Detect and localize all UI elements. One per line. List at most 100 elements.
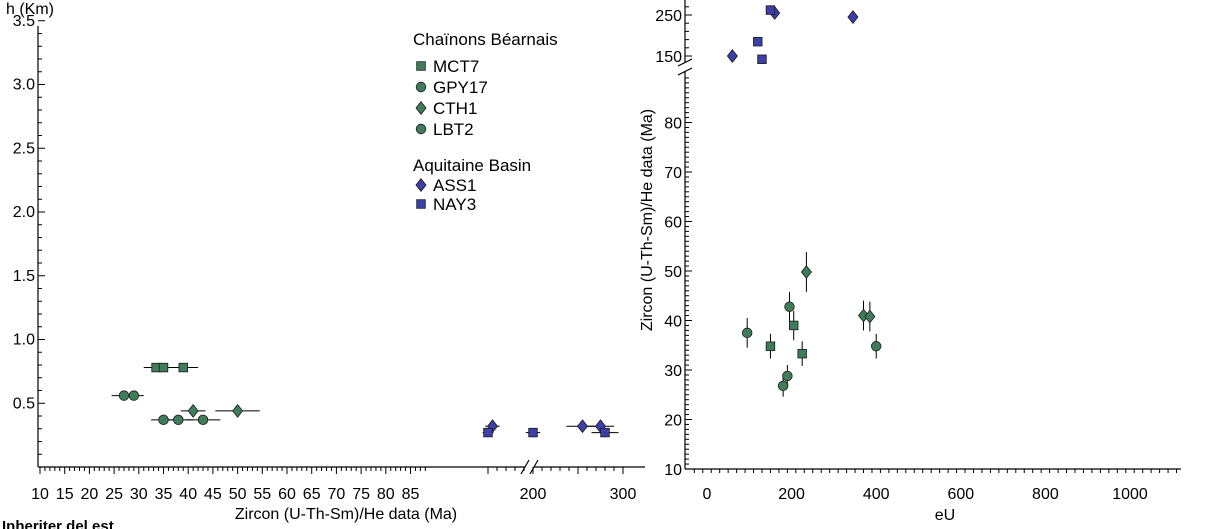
data-point — [765, 341, 776, 351]
data-point — [726, 49, 738, 63]
right-y-tick-label: 50 — [664, 264, 682, 281]
right-series-1 — [765, 310, 807, 367]
left-x-tick-label: 200 — [520, 486, 547, 503]
series-lbt2 — [151, 414, 221, 426]
legend-item-label: ASS1 — [433, 176, 476, 195]
legend-marker — [416, 199, 426, 209]
data-point — [158, 362, 169, 373]
left-y-tick-label: 3.5 — [13, 13, 35, 30]
legend-marker — [415, 178, 427, 192]
data-point — [757, 54, 767, 64]
left-x-tick-label: 75 — [352, 486, 370, 503]
left-y-tick-label: 2.5 — [13, 140, 35, 157]
right-x-tick-label: 800 — [1032, 486, 1059, 503]
legend-item-label: NAY3 — [433, 195, 476, 214]
data-point — [777, 380, 789, 392]
left-x-tick-label: 15 — [56, 486, 74, 503]
data-point — [800, 265, 812, 279]
series-nay3 — [482, 427, 619, 438]
data-point — [187, 403, 199, 418]
left-x-axis-title: Zircon (U-Th-Sm)/He data (Ma) — [235, 506, 457, 523]
right-x-axis-title: eU — [935, 507, 955, 524]
right-y-tick-label: 30 — [664, 363, 682, 380]
data-point — [765, 5, 776, 15]
left-x-tick-label: 60 — [278, 486, 296, 503]
legend-marker — [415, 101, 427, 115]
series-cth1 — [180, 403, 260, 418]
data-point — [178, 362, 188, 373]
data-point — [741, 327, 753, 339]
data-point — [847, 10, 859, 24]
left-x-tick-label: 300 — [610, 486, 637, 503]
right-x-tick-label: 200 — [778, 486, 805, 503]
left-ticks: 0.5 1.0 1.5 2.0 2.5 3.0 3.5 10 15 20 25 30 35 40 45 50 5… — [13, 13, 637, 503]
data-point — [232, 403, 244, 418]
data-point — [158, 414, 169, 426]
left-y-tick-label: 0.5 — [13, 395, 35, 412]
left-x-tick-label: 70 — [328, 486, 346, 503]
series-mct7 — [143, 362, 199, 373]
legend-item-label: LBT2 — [433, 120, 474, 139]
data-point — [197, 414, 209, 426]
right-x-tick-label: 0 — [703, 486, 712, 503]
right-axes — [677, 0, 1181, 470]
data-point — [118, 390, 130, 401]
data-point — [173, 414, 184, 426]
left-x-tick-label: 25 — [105, 486, 123, 503]
right-y-tick-label: 250 — [655, 8, 682, 25]
left-x-tick-label: 45 — [204, 486, 222, 503]
left-y-tick-label: 1.0 — [13, 332, 35, 349]
left-axis-break-mark — [529, 459, 539, 475]
caption-fragment: Inheriter del est — [2, 518, 114, 529]
right-series-2 — [800, 252, 876, 332]
legend-group-title: Aquitaine Basin — [413, 156, 531, 175]
left-x-tick-label: 55 — [253, 486, 271, 503]
series-ass1 — [485, 419, 614, 434]
data-point — [576, 419, 589, 434]
data-point — [128, 390, 140, 401]
data-point — [600, 427, 610, 438]
data-point — [797, 348, 807, 359]
right-y-tick-label: 150 — [655, 49, 682, 66]
data-point — [782, 370, 793, 382]
right-ticks: 10 20 30 40 50 60 70 80 150 250 0 200 400 600 800 1000 — [655, 6, 1178, 503]
right-x-tick-label: 600 — [947, 486, 974, 503]
legend-item-label: GPY17 — [433, 78, 488, 97]
left-y-tick-label: 1.5 — [13, 268, 35, 285]
left-y-tick-label: 3.0 — [13, 77, 35, 94]
left-axes — [37, 26, 645, 475]
right-y-tick-label: 70 — [664, 165, 682, 182]
data-point — [528, 427, 538, 438]
right-series-0 — [741, 291, 882, 397]
left-x-tick-label: 35 — [155, 486, 173, 503]
left-x-tick-label: 65 — [303, 486, 321, 503]
left-y-tick-label: 2.0 — [13, 204, 35, 221]
left-chart: h (Km) Zircon (U-Th-Sm)/He data (Ma) 0.5… — [6, 1, 645, 523]
left-x-tick-label: 10 — [31, 486, 49, 503]
right-y-tick-label: 80 — [664, 116, 682, 133]
data-point — [784, 301, 795, 312]
left-x-tick-label: 85 — [402, 486, 420, 503]
data-point — [483, 427, 493, 438]
right-chart: Zircon (U-Th-Sm)/He data (Ma) eU 10 20 30 4… — [639, 0, 1181, 524]
left-axis-break-mark — [520, 459, 530, 475]
right-series-4 — [753, 5, 776, 64]
left-x-tick-label: 20 — [81, 486, 99, 503]
left-x-tick-label: 40 — [179, 486, 197, 503]
legend-marker — [416, 61, 426, 71]
right-data-marks — [726, 5, 882, 397]
legend-group-title: Chaïnons Béarnais — [413, 30, 558, 49]
right-series-3 — [726, 6, 859, 63]
right-y-axis-title: Zircon (U-Th-Sm)/He data (Ma) — [639, 109, 656, 331]
left-y-axis-title: h (Km) — [6, 1, 54, 18]
left-x-tick-label: 50 — [229, 486, 247, 503]
right-y-tick-label: 10 — [664, 462, 682, 479]
legend-item-label: CTH1 — [433, 99, 477, 118]
left-data-marks — [111, 362, 619, 438]
right-y-tick-label: 60 — [664, 215, 682, 232]
right-axis-break-mark — [677, 58, 693, 67]
legend-marker — [415, 123, 427, 135]
left-x-tick-label: 80 — [377, 486, 395, 503]
legend: Chaïnons Béarnais MCT7 GPY17 CTH1 LBT2 Aquita… — [413, 30, 558, 214]
